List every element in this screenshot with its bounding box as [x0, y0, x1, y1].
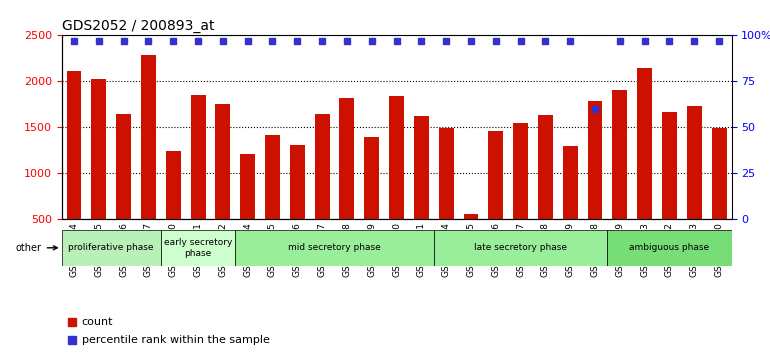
Bar [488, 131, 504, 266]
FancyBboxPatch shape [161, 230, 236, 266]
Bar [612, 90, 628, 266]
Bar [216, 104, 230, 266]
Bar [340, 98, 354, 266]
FancyBboxPatch shape [236, 230, 434, 266]
Bar [240, 154, 255, 266]
FancyBboxPatch shape [608, 230, 731, 266]
Text: ambiguous phase: ambiguous phase [629, 243, 709, 252]
Bar [66, 71, 82, 266]
Bar [191, 95, 206, 266]
Bar [588, 101, 602, 266]
Bar [513, 123, 528, 266]
Bar [389, 96, 404, 266]
Text: late secretory phase: late secretory phase [474, 243, 567, 252]
Text: percentile rank within the sample: percentile rank within the sample [82, 335, 270, 345]
Bar [464, 214, 478, 266]
Bar [662, 112, 677, 266]
Bar [116, 114, 131, 266]
Bar [563, 146, 578, 266]
Bar [265, 135, 280, 266]
Bar [439, 129, 454, 266]
Bar [364, 137, 379, 266]
FancyBboxPatch shape [62, 230, 161, 266]
Text: GDS2052 / 200893_at: GDS2052 / 200893_at [62, 19, 214, 33]
Bar [638, 68, 652, 266]
Bar [141, 55, 156, 266]
Bar [166, 152, 181, 266]
Text: mid secretory phase: mid secretory phase [288, 243, 381, 252]
Text: count: count [82, 317, 113, 327]
Text: other: other [15, 243, 57, 253]
Bar [414, 116, 429, 266]
Bar [538, 115, 553, 266]
Bar [711, 129, 727, 266]
Text: early secretory
phase: early secretory phase [164, 238, 233, 257]
Bar [315, 114, 330, 266]
Bar [687, 106, 701, 266]
Bar [92, 79, 106, 266]
Bar [290, 145, 305, 266]
Text: proliferative phase: proliferative phase [69, 243, 154, 252]
FancyBboxPatch shape [434, 230, 608, 266]
